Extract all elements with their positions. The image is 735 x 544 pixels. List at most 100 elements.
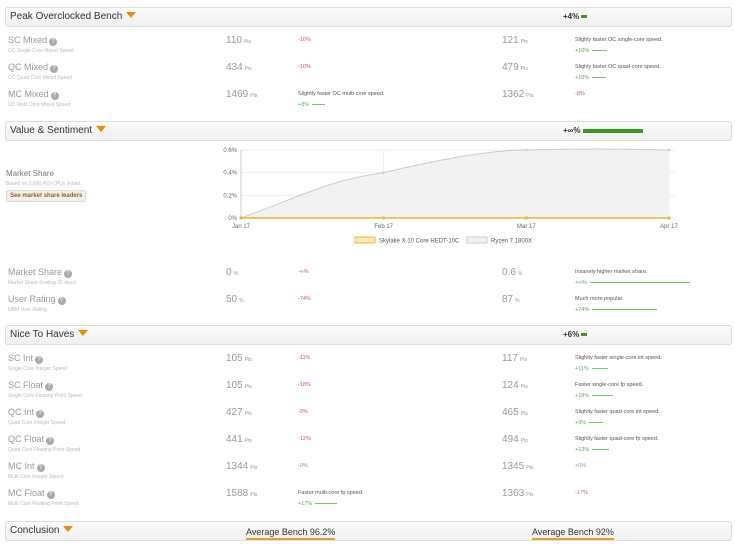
unit: Pts: [520, 411, 528, 417]
diff-value: +8%: [298, 102, 310, 108]
x-tick-label: Feb 17: [374, 224, 393, 230]
metric-row: SC Mixed? OC Single Core Mixed Speed 110…: [0, 33, 735, 60]
cell-left: -9%: [298, 409, 308, 415]
section-title: Conclusion: [10, 525, 60, 536]
comparison-text: Slightly faster quad-core fp speed.: [575, 436, 659, 442]
help-icon[interactable]: ?: [35, 356, 44, 364]
unit: Pts: [243, 39, 252, 45]
metric-row: QC Float? Quad Core Floating Point Speed…: [0, 432, 735, 459]
value-left: 1469: [226, 89, 249, 100]
section-title: Value & Sentiment: [10, 125, 93, 136]
diff-bar: [592, 309, 658, 311]
data-point-ryzen: [667, 148, 671, 152]
unit: Pts: [250, 465, 258, 471]
market-share-chart: 0% 0.2% 0.4% 0.6% Jan 17 Feb 17 Mar 17 Apr 17 Sk…: [223, 148, 678, 245]
caret-down-icon[interactable]: [126, 12, 137, 18]
diff-value: -11%: [298, 355, 311, 361]
value-right: 0.6: [502, 267, 516, 278]
metric-label: MC Int: [8, 461, 35, 471]
diff-bar: [590, 282, 691, 284]
metric-row: MC Mixed? OC Multi Core Mixed Speed 1469…: [0, 87, 735, 114]
data-point-skylake: [382, 216, 386, 220]
unit: %: [233, 271, 239, 277]
diff-bar: [592, 395, 613, 397]
cell-right: Insanely higher market share. +∞%: [575, 269, 691, 286]
diff-value: +∞%: [575, 280, 588, 286]
unit: %: [239, 298, 244, 304]
help-icon[interactable]: ?: [57, 297, 66, 305]
legend-swatch-ryzen: [466, 236, 488, 244]
metric-sub: UBM User Rating: [8, 307, 47, 313]
help-icon[interactable]: ?: [36, 410, 45, 418]
value-left: 1344: [226, 461, 249, 472]
section-header-peak[interactable]: Peak Overclocked Bench +4%: [5, 7, 732, 27]
unit: %: [515, 298, 520, 304]
metric-label: User Rating: [8, 294, 56, 304]
diff-bar: [592, 50, 608, 52]
help-icon[interactable]: ?: [46, 491, 55, 499]
unit: Pts: [244, 384, 252, 390]
diff-value: -12%: [298, 436, 311, 442]
value-right: 479: [502, 62, 519, 73]
cell-left: -11%: [298, 355, 310, 361]
diff-value: -10%: [298, 64, 311, 70]
comparison-text: Faster single-core fp speed.: [575, 382, 644, 388]
legend-label-ryzen: Ryzen 7 1800X: [491, 239, 532, 245]
market-share-leaders-button[interactable]: See market share leaders: [6, 190, 87, 202]
value-right: 1362: [502, 89, 525, 100]
cell-left: -0%: [298, 463, 308, 469]
cell-left: -∞%: [298, 269, 309, 275]
diff-value: -8%: [575, 91, 585, 97]
cell-right: Slightly faster quad-core fp speed. +12%: [575, 436, 658, 453]
caret-down-icon[interactable]: [78, 330, 89, 336]
market-share-title: Market Share: [6, 169, 55, 178]
help-icon[interactable]: ?: [50, 65, 59, 73]
market-share-sub: Based on 3,668,453 CPUs tested.: [6, 181, 82, 187]
metric-row: QC Mixed? OC Quad Core Mixed Speed 434 Pt…: [0, 60, 735, 87]
value-left: 50: [226, 294, 238, 305]
unit: Pts: [244, 438, 252, 444]
help-icon[interactable]: ?: [64, 270, 73, 278]
metric-sub: Quad Core Floating Point Speed: [8, 447, 81, 453]
metric-label: MC Float: [8, 488, 45, 498]
cell-left: -12%: [298, 436, 311, 442]
section-summary: +4%: [563, 12, 580, 21]
unit: Pts: [244, 66, 252, 72]
help-icon[interactable]: ?: [50, 92, 59, 100]
section-header-nice[interactable]: Nice To Haves +6%: [5, 325, 732, 345]
unit: Pts: [250, 93, 258, 99]
caret-down-icon[interactable]: [96, 126, 107, 132]
value-left: 105: [226, 380, 243, 391]
section-summary: +∞%: [563, 126, 581, 135]
metric-row: SC Float? Single Core Floating Point Spe…: [0, 378, 735, 405]
diff-value: +10%: [575, 75, 590, 81]
metric-sub: OC Quad Core Mixed Speed: [8, 75, 72, 81]
help-icon[interactable]: ?: [49, 38, 58, 46]
value-left: 1588: [226, 488, 249, 499]
section-header-value[interactable]: Value & Sentiment +∞%: [5, 121, 732, 141]
section-header-conclusion[interactable]: Conclusion Average Bench 96.2% Average B…: [5, 521, 732, 541]
help-icon[interactable]: ?: [45, 383, 54, 391]
diff-value: -74%: [298, 296, 311, 302]
legend-swatch-skylake: [354, 236, 376, 244]
comparison-text: Insanely higher market share.: [575, 269, 648, 275]
metric-sub: OC Multi Core Mixed Speed: [8, 102, 71, 108]
cell-right: -17%: [575, 490, 588, 496]
series-area-ryzen: [241, 149, 669, 218]
caret-down-icon[interactable]: [63, 526, 74, 532]
diff-value: +12%: [575, 447, 590, 453]
diff-value: +10%: [575, 48, 590, 54]
value-left: 427: [226, 407, 243, 418]
help-icon[interactable]: ?: [36, 464, 45, 472]
data-point-ryzen: [525, 148, 528, 152]
metric-row: Market Share? Market Share (trailing 30 …: [0, 265, 735, 292]
section-title: Peak Overclocked Bench: [10, 11, 123, 22]
help-icon[interactable]: ?: [46, 437, 55, 445]
diff-value: -17%: [575, 490, 588, 496]
unit: Pts: [519, 357, 528, 363]
cell-right: Slightly faster single-core int speed. +1…: [575, 355, 662, 372]
cell-left: -18%: [298, 382, 311, 388]
metric-label: SC Float: [8, 380, 44, 390]
value-left: 441: [226, 434, 243, 445]
metric-row: MC Int? Multi Core Integer Speed 1344 Pts…: [0, 459, 735, 486]
